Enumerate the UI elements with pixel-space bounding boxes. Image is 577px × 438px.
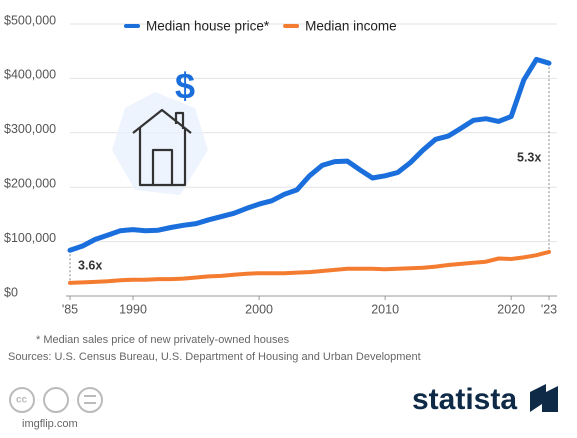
legend-label: Median house price* [146, 19, 270, 34]
source: Sources: U.S. Census Bureau, U.S. Depart… [8, 351, 421, 363]
y-tick-label: $300,000 [4, 122, 56, 136]
brand: statista [412, 383, 517, 416]
annotation: 3.6x [78, 258, 102, 272]
legend-label: Median income [305, 19, 397, 34]
svg-text:$: $ [175, 66, 195, 107]
x-tick-label: 1990 [119, 302, 147, 316]
series-line [67, 56, 552, 253]
cc-icons [9, 387, 103, 413]
brand-logo [530, 384, 558, 412]
y-tick-label: $100,000 [4, 231, 56, 245]
y-tick-label: $0 [4, 285, 18, 299]
annotation: 5.3x [517, 150, 541, 164]
house-icon: $ [112, 66, 208, 195]
x-tick-label: 2010 [371, 302, 399, 316]
y-tick-label: $500,000 [4, 13, 56, 27]
y-tick-label: $200,000 [4, 176, 56, 190]
x-tick-label: '23 [541, 302, 557, 316]
watermark: imgflip.com [22, 418, 78, 430]
cc-label: cc [16, 395, 28, 406]
x-tick-label: 2020 [497, 302, 525, 316]
footnote: * Median sales price of new privately-ow… [36, 334, 290, 346]
series-line [68, 249, 551, 285]
x-tick-label: 2000 [245, 302, 273, 316]
y-tick-label: $400,000 [4, 68, 56, 82]
x-tick-label: '85 [62, 302, 78, 316]
